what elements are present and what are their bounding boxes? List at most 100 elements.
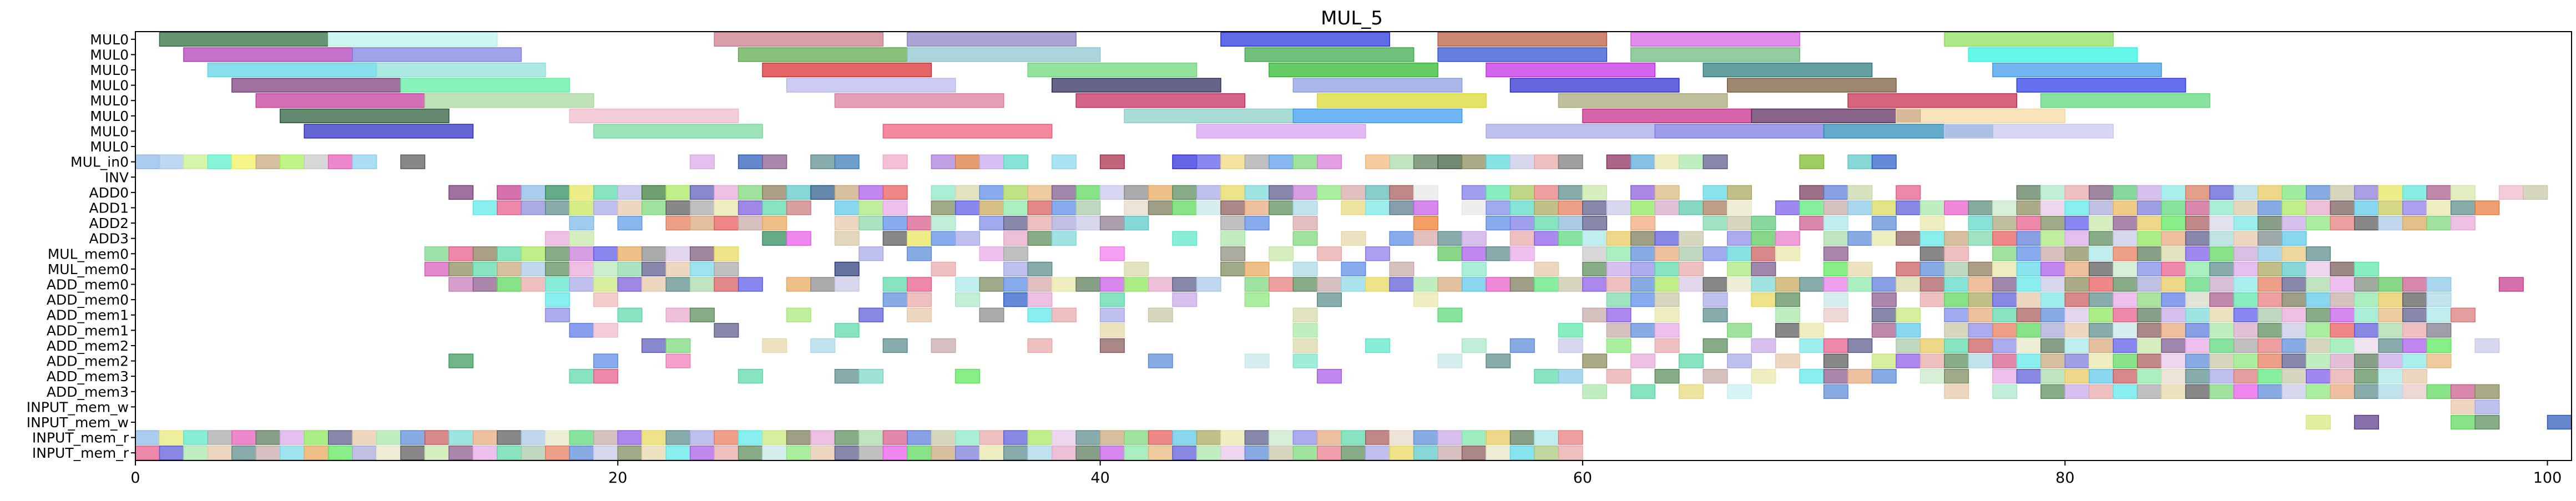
task-bar [1244,277,1270,292]
y-tick-label: MUL0 [90,62,129,78]
task-bar [689,261,715,277]
task-bar [2306,368,2331,384]
task-bar [497,261,522,277]
task-bar [979,277,1004,292]
task-bar [159,154,184,169]
task-bar [762,185,787,200]
task-bar [1365,277,1390,292]
task-bar [1847,231,1873,246]
task-bar [304,124,474,139]
task-bar [762,430,787,445]
task-bar [1220,246,1246,261]
task-bar [1196,154,1221,169]
task-bar [1486,62,1656,78]
task-bar [2161,185,2186,200]
task-bar [1389,277,1415,292]
task-bar [2474,399,2500,414]
task-bar [1823,307,1848,322]
task-bar [762,215,787,231]
task-bar [1799,323,1825,338]
task-bar [2136,200,2162,215]
task-bar [2354,277,2380,292]
task-bar [1582,215,1608,231]
task-bar [1075,277,1101,292]
task-bar [689,200,715,215]
task-bar [545,261,570,277]
task-bar [2354,338,2380,353]
task-bar [882,231,908,246]
task-bar [1606,200,1632,215]
task-bar [1582,185,1608,200]
task-bar [327,154,353,169]
task-bar [1823,231,1848,246]
task-bar [1413,231,1438,246]
task-bar [1920,215,1945,231]
task-bar [2426,185,2452,200]
task-bar [545,307,570,322]
task-bar [858,200,884,215]
task-bar [2088,338,2114,353]
task-bar [882,277,908,292]
task-bar [2306,277,2331,292]
task-bar [2185,353,2210,368]
task-bar [1992,323,2018,338]
task-bar [786,231,811,246]
task-bar [2113,323,2138,338]
task-bar [135,154,160,169]
task-bar [497,446,522,460]
task-bar [1292,307,1318,322]
task-bar [1317,246,1342,261]
task-bar [1509,215,1535,231]
task-bar [231,154,257,169]
task-bar [2450,384,2476,399]
x-axis: 0 20 40 60 80 100 [130,460,2562,487]
task-bar [1944,277,1969,292]
task-bar [352,430,377,445]
task-bar [2378,323,2403,338]
task-bar [1847,200,1873,215]
task-bar [2306,338,2331,353]
task-bar [931,430,956,445]
task-bar [1292,215,1318,231]
task-bar [1437,32,1608,47]
task-bar [762,154,787,169]
task-bar [1244,47,1415,62]
task-bar [979,430,1004,445]
task-bar [2064,246,2090,261]
task-bar [955,231,981,246]
task-bar [1992,338,2018,353]
task-bar [1269,277,1294,292]
task-bar [1220,32,1390,47]
task-bar [834,231,860,246]
task-bar [2161,338,2186,353]
task-bar [2233,277,2259,292]
task-bar [2281,353,2307,368]
task-bar [1751,292,1776,307]
task-bar [810,154,836,169]
task-bar [1920,246,1945,261]
task-bar [1558,93,1728,108]
task-bar [1317,368,1342,384]
task-bar [2088,307,2114,322]
task-bar [569,185,594,200]
task-bar [1413,154,1438,169]
task-bar [2185,215,2210,231]
task-bar [2136,353,2162,368]
task-bar [642,261,666,277]
task-bar [2040,246,2065,261]
task-bar [1099,277,1125,292]
task-bar [1509,446,1535,460]
task-bar [1703,154,1728,169]
task-bar [2233,307,2259,322]
task-bar [1389,200,1415,215]
task-bar [1196,185,1221,200]
task-bar [2209,353,2235,368]
task-bar [1654,307,1680,322]
task-bar [1558,430,1583,445]
task-bar [1075,215,1101,231]
task-bar [1775,307,1800,322]
task-bar [521,261,546,277]
task-bar [1992,277,2018,292]
y-tick-label: ADD_mem3 [47,368,129,384]
task-bar [545,200,570,215]
